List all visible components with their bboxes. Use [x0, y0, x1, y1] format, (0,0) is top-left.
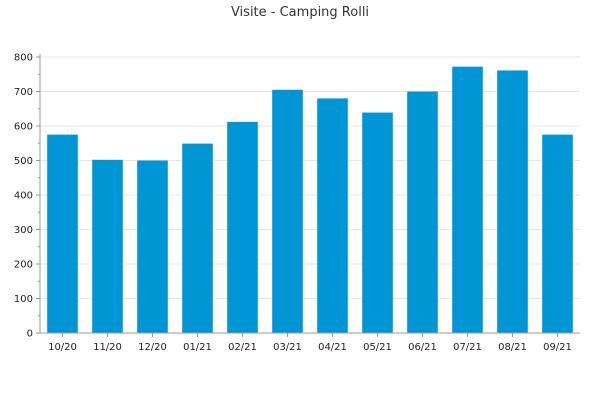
y-tick-label: 400	[14, 191, 33, 202]
bar-09-21	[542, 134, 573, 333]
x-tick-labels: 10/20 11/20 12/20 01/21 02/21 03/21 04/21 05/21…	[48, 342, 572, 353]
x-tick-label: 07/21	[453, 342, 482, 353]
x-tick-label: 03/21	[273, 342, 302, 353]
y-tick-label: 100	[14, 294, 33, 305]
x-tick-label: 11/20	[93, 342, 122, 353]
y-tick-label: 600	[14, 122, 33, 133]
bar-11-20	[92, 159, 123, 333]
y-tick-label: 700	[14, 87, 33, 98]
x-tick-label: 10/20	[48, 342, 77, 353]
x-tick-label: 06/21	[408, 342, 437, 353]
bar-04-21	[317, 98, 348, 334]
bar-07-21	[452, 66, 483, 333]
bar-08-21	[497, 70, 528, 333]
x-tick-label: 09/21	[543, 342, 572, 353]
y-tick-labels: 0 100 200 300 400 500 600 700 800	[14, 53, 33, 340]
bar-03-21	[272, 89, 303, 334]
x-tick-label: 08/21	[498, 342, 527, 353]
x-tick-label: 12/20	[138, 342, 167, 353]
y-tick-label: 300	[14, 225, 33, 236]
y-tick-label: 800	[14, 53, 33, 64]
y-tick-label: 500	[14, 156, 33, 167]
chart-title: Visite - Camping Rolli	[231, 5, 369, 20]
grid-lines	[40, 56, 580, 299]
bar-10-20	[47, 134, 78, 333]
y-tick-label: 0	[27, 329, 33, 340]
bars	[47, 66, 573, 334]
x-tick-label: 01/21	[183, 342, 212, 353]
bar-01-21	[182, 143, 213, 333]
bar-02-21	[227, 121, 258, 333]
y-tick-label: 200	[14, 260, 33, 271]
axes	[36, 54, 580, 337]
x-tick-label: 02/21	[228, 342, 257, 353]
x-tick-label: 05/21	[363, 342, 392, 353]
bar-06-21	[407, 91, 438, 333]
bar-12-20	[137, 160, 168, 333]
x-tick-label: 04/21	[318, 342, 347, 353]
bar-05-21	[362, 112, 393, 333]
